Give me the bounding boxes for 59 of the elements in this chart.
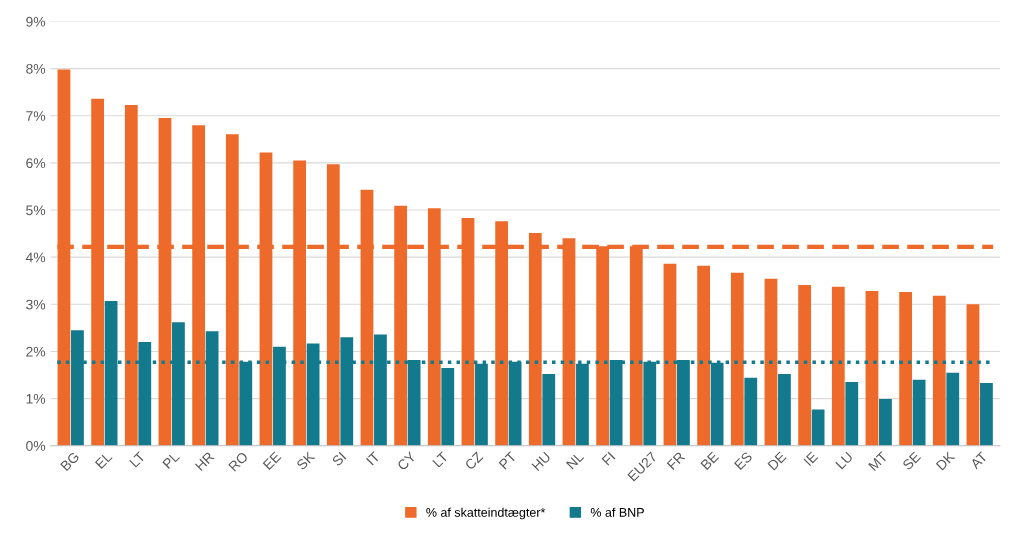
bar — [798, 284, 812, 446]
bar — [744, 377, 758, 446]
y-tick-label: 5% — [26, 205, 46, 216]
y-tick-label: 1% — [26, 393, 46, 404]
y-tick-label: 4% — [25, 252, 46, 263]
x-tick-label: DK — [935, 451, 956, 471]
x-tick-label: LT — [432, 451, 449, 468]
x-tick-label: IE — [803, 451, 819, 467]
x-tick-label: EL — [94, 451, 113, 469]
x-tick-label: NL — [566, 451, 585, 470]
bar — [899, 292, 913, 446]
x-tick-label: LT — [129, 451, 146, 468]
x-tick-label: HR — [194, 451, 215, 472]
x-tick-label: BG — [60, 451, 80, 472]
x-tick-label: RO — [228, 451, 249, 472]
bar — [778, 374, 791, 446]
x-tick-label: FI — [601, 451, 616, 466]
bar — [764, 278, 778, 446]
y-tick-label: 2% — [26, 346, 46, 357]
bar — [865, 291, 879, 446]
bar — [980, 383, 993, 446]
x-tick-label: CY — [396, 451, 417, 471]
x-tick-label: SK — [295, 450, 316, 471]
bar — [946, 372, 960, 446]
x-tick-label: DE — [767, 451, 787, 471]
bar — [932, 295, 946, 446]
y-tick-label: 9% — [26, 16, 46, 27]
bar — [542, 374, 556, 446]
x-tick-label: PT — [498, 451, 517, 470]
x-tick-label: IT — [366, 451, 381, 466]
x-tick-label: SE — [901, 451, 922, 471]
y-tick-label: 6% — [26, 158, 46, 169]
x-tick-label: AT — [969, 451, 988, 470]
bar — [730, 272, 744, 446]
x-tick-label: CZ — [464, 451, 484, 471]
y-tick-label: 3% — [26, 299, 46, 310]
bar — [441, 367, 455, 446]
bar — [811, 409, 825, 446]
x-tick-label: LU — [835, 451, 854, 470]
x-tick-label: EE — [262, 451, 282, 470]
y-tick-label: 8% — [26, 63, 46, 74]
x-tick-label: BE — [700, 451, 720, 470]
x-tick-label: PL — [162, 451, 180, 469]
bar — [879, 399, 892, 446]
x-tick-label: ES — [733, 451, 753, 471]
y-tick-label: 0% — [26, 441, 46, 451]
x-tick-label: FR — [666, 451, 686, 470]
bar — [831, 286, 845, 446]
bar — [697, 265, 711, 446]
x-tick-label: MT — [868, 451, 889, 472]
x-tick-label: HU — [531, 451, 551, 472]
bar — [845, 382, 859, 446]
y-tick-label: 7% — [26, 111, 46, 121]
bar — [966, 304, 980, 446]
bar — [912, 379, 926, 446]
legend-label: % af BNP — [590, 507, 644, 517]
bar — [663, 263, 677, 446]
x-tick-label: SI — [331, 451, 347, 467]
legend-label: % af skatteindtægter* — [426, 507, 546, 520]
